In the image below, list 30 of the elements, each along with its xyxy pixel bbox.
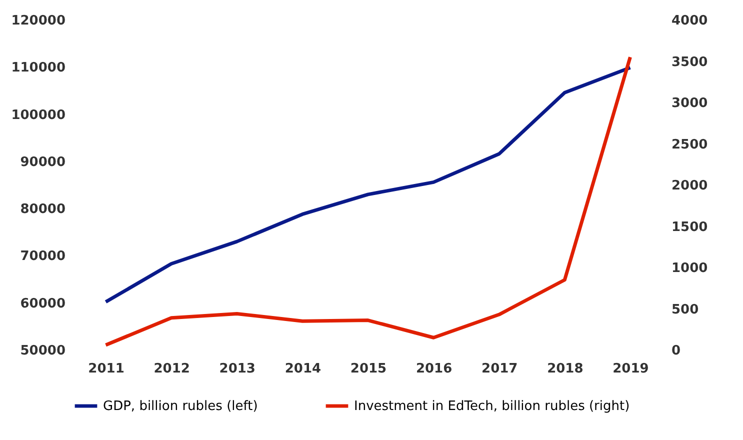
line-series	[104, 55, 632, 347]
x-tick-label: 2012	[154, 362, 190, 376]
x-tick-label: 2013	[219, 362, 256, 376]
y2-tick-label: 1500	[672, 220, 708, 235]
y2-tick-label: 3000	[672, 96, 708, 111]
x-tick-label: 2016	[416, 362, 452, 376]
legend-label: Investment in EdTech, billion rubles (right)	[354, 399, 630, 414]
y-tick-label: 80000	[20, 202, 66, 218]
x-tick-label: 2015	[350, 362, 387, 376]
x-tick-label: 2014	[284, 362, 322, 376]
legend-label: GDP, billion rubles (left)	[103, 399, 258, 414]
y-tick-label: 90000	[20, 154, 66, 170]
y2-tick-label: 0	[672, 344, 681, 358]
y2-tick-label: 2500	[672, 137, 708, 152]
y-tick-label: 70000	[20, 249, 66, 264]
y-tick-label: 50000	[20, 344, 66, 358]
x-tick-label: 2019	[612, 362, 649, 376]
y-tick-label: 110000	[11, 60, 66, 76]
y-tick-label: 100000	[11, 108, 66, 123]
x-tick-label: 2017	[482, 362, 518, 376]
line-series	[104, 66, 632, 304]
y2-tick-label: 2000	[672, 178, 708, 194]
y2-tick-label: 4000	[672, 14, 708, 28]
y2-tick-label: 500	[672, 302, 699, 318]
y-tick-label: 120000	[11, 14, 66, 28]
x-tick-label: 2018	[547, 362, 584, 376]
y-tick-label: 60000	[20, 296, 66, 312]
y2-tick-label: 3500	[672, 54, 708, 70]
y2-tick-label: 1000	[672, 261, 708, 276]
x-tick-label: 2011	[88, 362, 124, 376]
